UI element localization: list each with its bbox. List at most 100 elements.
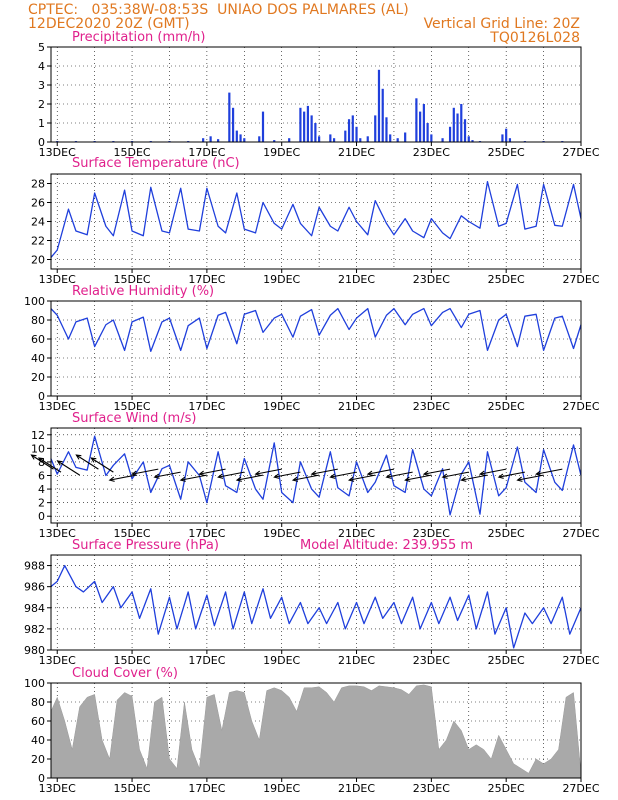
precip-bar <box>415 98 418 142</box>
wind-arrow-shaft <box>349 474 376 481</box>
header-grid-line: Vertical Grid Line: 20Z <box>424 16 580 32</box>
wind-arrow-head <box>422 470 430 476</box>
temperature-xtick-label: 13DEC <box>39 273 76 286</box>
wind-arrow-head <box>254 470 261 476</box>
precip-ytick-label: 3 <box>38 79 45 92</box>
wind-arrow-shaft <box>480 468 507 475</box>
pressure-xtick-label: 25DEC <box>488 654 525 667</box>
wind-arrow-head <box>460 476 467 482</box>
precip-bar <box>288 138 291 142</box>
cloud-xtick-label: 23DEC <box>413 782 450 795</box>
precip-bar <box>228 92 231 142</box>
pressure-ytick-label: 988 <box>24 560 45 573</box>
precip-bar <box>344 130 347 142</box>
wind-arrow-shaft <box>311 468 338 475</box>
cloud-xtick-label: 19DEC <box>263 782 300 795</box>
precip-bar <box>471 140 474 142</box>
precip-bar <box>463 119 467 142</box>
precip-xtick-label: 25DEC <box>488 146 525 159</box>
wind-arrow-head <box>37 457 45 463</box>
header-location: CPTEC: 035:38W-08:53S UNIAO DOS PALMARES… <box>28 2 409 18</box>
wind-arrow-shaft <box>536 468 563 475</box>
precip-bar <box>217 139 220 142</box>
humidity-ytick-label: 40 <box>31 352 45 365</box>
wind-xtick-label: 15DEC <box>114 527 151 540</box>
precip-ytick-label: 0 <box>38 136 45 149</box>
wind-xtick-label: 21DEC <box>338 527 375 540</box>
wind-arrow-head <box>385 473 392 479</box>
precip-panel: Precipitation (mm/h) 0 1 2 3 4 5 13DEC 15DEC 17DE… <box>38 30 600 159</box>
wind-line <box>50 435 582 516</box>
wind-title: Surface Wind (m/s) <box>72 411 196 426</box>
wind-arrow-shaft <box>405 474 432 481</box>
wind-arrow-shaft <box>236 474 264 481</box>
header-date: 12DEC2020 20Z (GMT) <box>28 16 190 32</box>
wind-arrow-head <box>516 476 523 482</box>
humidity-panel: Relative Humidity (%) 0 20 40 60 80 100 13DEC 15… <box>24 284 600 413</box>
wind-arrow-shaft <box>57 460 80 476</box>
cloud-xtick-label: 27DEC <box>562 782 599 795</box>
temperature-xtick-label: 15DEC <box>114 273 151 286</box>
precip-bar <box>467 136 470 142</box>
precip-ytick-label: 5 <box>38 41 45 54</box>
precip-bar <box>209 136 212 142</box>
wind-arrow-head <box>30 454 37 460</box>
wind-arrow-head <box>535 470 542 476</box>
wind-arrow-shaft <box>330 471 357 478</box>
wind-arrow-shaft <box>199 468 226 475</box>
precip-xtick-label: 15DEC <box>114 146 151 159</box>
wind-frame <box>50 427 582 524</box>
wind-arrow-shaft <box>423 468 451 475</box>
precip-bar <box>235 130 238 142</box>
precip-bar <box>359 138 362 142</box>
temperature-ytick-label: 28 <box>31 178 45 191</box>
wind-arrow-head <box>75 454 82 460</box>
wind-arrow-shaft <box>293 474 320 481</box>
wind-arrow-head <box>108 476 115 482</box>
humidity-ytick-label: 80 <box>31 314 45 327</box>
precip-bar <box>258 136 261 142</box>
wind-arrow-shaft <box>461 474 488 481</box>
precip-frame <box>50 46 582 143</box>
precip-ytick-label: 2 <box>38 98 45 111</box>
precip-bar <box>202 138 205 142</box>
pressure-title: Surface Pressure (hPa) <box>72 538 219 553</box>
wind-ytick-label: 4 <box>38 483 45 496</box>
precip-bar <box>426 123 429 142</box>
wind-arrow-shaft <box>498 471 525 478</box>
humidity-ytick-label: 0 <box>38 390 45 403</box>
precip-bar <box>430 134 433 142</box>
humidity-line <box>50 307 582 352</box>
wind-arrow-shaft <box>255 468 282 475</box>
humidity-title: Relative Humidity (%) <box>72 284 214 299</box>
temperature-xtick-label: 19DEC <box>263 273 300 286</box>
precip-bar <box>310 115 313 142</box>
humidity-xtick-label: 13DEC <box>39 400 76 413</box>
wind-arrow-shaft <box>218 471 245 478</box>
temperature-xtick-label: 25DEC <box>488 273 525 286</box>
temperature-ytick-label: 26 <box>31 197 45 210</box>
humidity-ytick-label: 60 <box>31 333 45 346</box>
pressure-line <box>50 564 582 649</box>
wind-xtick-label: 25DEC <box>488 527 525 540</box>
temperature-ytick-label: 20 <box>31 254 45 267</box>
wind-arrow-shaft <box>180 474 207 481</box>
pressure-xtick-label: 17DEC <box>188 654 225 667</box>
temperature-xtick-label: 27DEC <box>562 273 599 286</box>
temperature-title: Surface Temperature (nC) <box>72 156 240 171</box>
precip-ytick-label: 4 <box>38 60 45 73</box>
pressure-ytick-label: 984 <box>24 602 45 615</box>
pressure-xtick-label: 27DEC <box>562 654 599 667</box>
cloud-xtick-label: 21DEC <box>338 782 375 795</box>
wind-arrow-head <box>131 470 138 476</box>
cloud-xtick-label: 25DEC <box>488 782 525 795</box>
precip-bar <box>314 123 317 142</box>
precip-bar <box>381 88 384 142</box>
precip-xtick-label: 13DEC <box>39 146 76 159</box>
wind-arrow-shaft <box>386 471 413 478</box>
wind-arrow-shaft <box>367 468 395 475</box>
wind-arrow-head <box>404 476 411 482</box>
pressure-ytick-label: 986 <box>24 581 45 594</box>
